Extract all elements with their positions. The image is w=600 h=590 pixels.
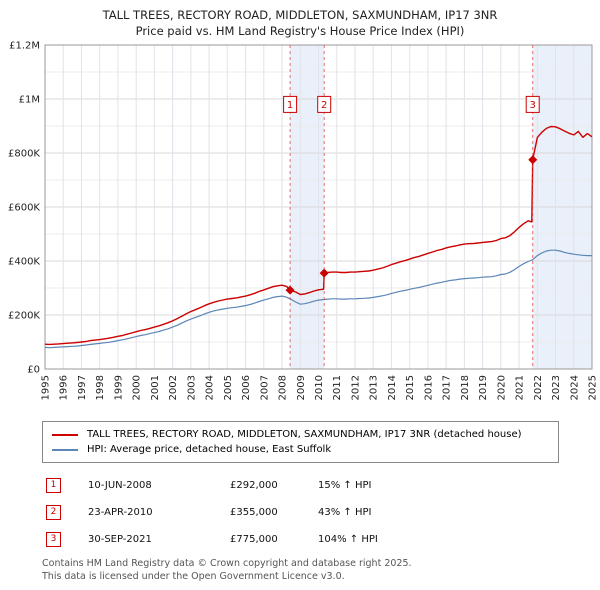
x-axis-label: 2021 [515, 375, 526, 400]
x-axis-label: 2023 [551, 375, 562, 400]
x-axis-label: 2015 [405, 375, 416, 400]
sale-marker-diamond [285, 285, 295, 295]
footer-line-2: This data is licensed under the Open Gov… [42, 570, 345, 582]
sale-hpi-change: 104% ↑ HPI [318, 533, 378, 545]
sale-marker-diamond [319, 268, 329, 278]
y-axis-label: £400K [8, 257, 40, 268]
plot-border [44, 44, 593, 370]
sale-flag-box [317, 96, 332, 114]
y-axis-label: £800K [8, 149, 40, 160]
footer-line-1: Contains HM Land Registry data © Crown c… [42, 558, 412, 570]
sale-number-badge: 2 [46, 504, 61, 520]
x-axis-label: 2016 [423, 375, 434, 400]
x-axis-label: 2017 [442, 375, 453, 400]
x-axis-label: 2012 [351, 375, 362, 400]
x-axis-label: 2022 [533, 375, 544, 400]
sale-price: £355,000 [230, 506, 278, 518]
x-axis-label: 2006 [241, 375, 252, 400]
x-axis-label: 2001 [150, 375, 161, 400]
x-axis-label: 2011 [332, 375, 343, 400]
sale-date: 10-JUN-2008 [88, 479, 152, 491]
sale-row-2: 2 23-APR-2010 £355,000 43% ↑ HPI [46, 504, 600, 520]
x-axis-label: 1999 [113, 375, 124, 400]
page-title: TALL TREES, RECTORY ROAD, MIDDLETON, SAX… [102, 8, 498, 22]
x-axis-label: 2007 [259, 375, 270, 400]
legend-item-hpi: HPI: Average price, detached house, East… [52, 442, 549, 457]
hpi-line-swatch [52, 448, 78, 451]
x-axis-label: 2009 [296, 375, 307, 400]
x-axis-label: 2000 [132, 375, 143, 400]
x-axis-label: 1998 [95, 375, 106, 400]
x-axis-label: 2002 [168, 375, 179, 400]
sale-hpi-change: 15% ↑ HPI [318, 479, 372, 491]
x-axis-label: 2019 [478, 375, 489, 400]
sale-price: £775,000 [230, 533, 278, 545]
x-axis-label: 2025 [588, 375, 599, 400]
sale-number-badge: 3 [46, 531, 61, 547]
sale-flag-box [525, 96, 540, 114]
x-axis-label: 2010 [314, 375, 325, 400]
sale-hpi-change: 43% ↑ HPI [318, 506, 372, 518]
hpi-line [44, 249, 592, 349]
sale-row-1: 1 10-JUN-2008 £292,000 15% ↑ HPI [46, 477, 600, 493]
x-axis-label: 2018 [460, 375, 471, 400]
x-axis-label: 1995 [41, 375, 52, 400]
x-axis-label: 1996 [59, 375, 70, 400]
x-axis-label: 2014 [387, 375, 398, 400]
x-axis-label: 2020 [496, 375, 507, 400]
sale-row-3: 3 30-SEP-2021 £775,000 104% ↑ HPI [46, 531, 600, 547]
x-axis-label: 2008 [278, 375, 289, 400]
sale-flag-number: 3 [530, 100, 536, 111]
x-axis-label: 2024 [569, 375, 580, 400]
chart-legend: TALL TREES, RECTORY ROAD, MIDDLETON, SAX… [42, 421, 559, 464]
legend-label-price-paid: TALL TREES, RECTORY ROAD, MIDDLETON, SAX… [87, 429, 522, 441]
y-axis-label: £1M [19, 95, 40, 106]
sale-flag-number: 2 [321, 100, 327, 111]
license-footer: Contains HM Land Registry data © Crown c… [42, 558, 600, 583]
price-paid-line-swatch [52, 433, 78, 436]
sale-flag-box [283, 96, 298, 114]
price-history-chart: 1 2 3 £0 £200K £400K £600K £800K £1M £1.2M 1995 199… [8, 41, 599, 401]
y-axis-label: £1.2M [9, 41, 40, 52]
sale-date: 23-APR-2010 [88, 506, 153, 518]
chart-header: TALL TREES, RECTORY ROAD, MIDDLETON, SAX… [0, 0, 600, 39]
sale-price: £292,000 [230, 479, 278, 491]
sale-flag-number: 1 [287, 100, 293, 111]
sale-number-badge: 1 [46, 477, 61, 493]
sale-date: 30-SEP-2021 [88, 533, 152, 545]
x-axis-label: 2013 [369, 375, 380, 400]
page-subtitle: Price paid vs. HM Land Registry's House … [135, 24, 465, 39]
x-axis-label: 2003 [186, 375, 197, 400]
y-axis-label: £0 [27, 365, 40, 376]
y-axis-label: £200K [8, 311, 40, 322]
y-axis-label: £600K [8, 203, 40, 214]
x-axis-label: 1997 [77, 375, 88, 400]
sale-marker-diamond [528, 155, 538, 165]
x-axis-label: 2005 [223, 375, 234, 400]
x-axis-label: 2004 [205, 375, 216, 400]
legend-item-price-paid: TALL TREES, RECTORY ROAD, MIDDLETON, SAX… [52, 427, 549, 442]
sales-table: 1 10-JUN-2008 £292,000 15% ↑ HPI 2 23-AP… [46, 477, 600, 547]
legend-label-hpi: HPI: Average price, detached house, East… [87, 444, 332, 456]
price-paid-line [44, 125, 593, 346]
